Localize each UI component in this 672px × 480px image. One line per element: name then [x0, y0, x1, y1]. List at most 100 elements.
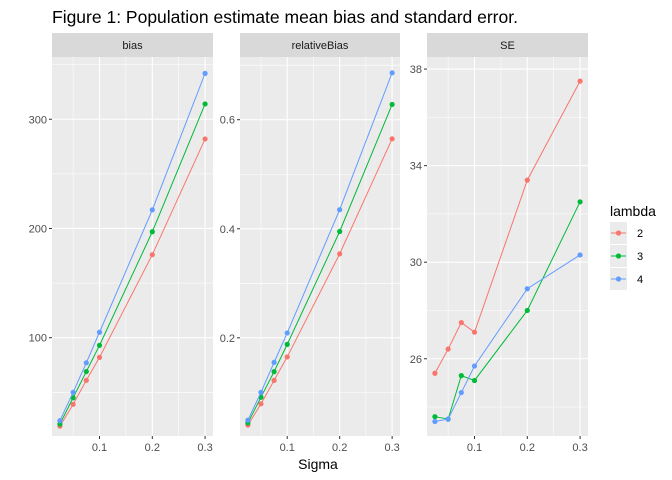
data-point [202, 101, 208, 107]
y-tick-label: 26 [410, 354, 422, 366]
facet-strip [240, 33, 400, 57]
x-tick-label: 0.2 [145, 442, 160, 454]
data-point [271, 369, 277, 375]
data-point [202, 136, 208, 142]
data-point [83, 368, 89, 375]
facets-layer: bias 100 200 300 0.1 0.2 0.3 relativeBias 0.2 0.4… [29, 33, 588, 454]
legend-key-point [615, 276, 622, 282]
series-4 [245, 70, 395, 423]
x-tick-label: 0.1 [280, 442, 295, 454]
data-point [445, 346, 451, 352]
data-point [96, 354, 103, 360]
data-point [432, 414, 438, 420]
series-line [59, 138, 206, 427]
facet-strip [52, 33, 213, 57]
series-4 [57, 70, 208, 424]
data-point [458, 389, 464, 396]
panel-background [427, 57, 588, 436]
x-tick-label: 0.2 [332, 442, 347, 454]
data-point [70, 401, 76, 407]
series-line [247, 104, 393, 424]
data-point [577, 78, 583, 84]
y-tick-label: 200 [29, 223, 47, 235]
legend-title: lambda [610, 203, 656, 219]
x-tick-label: 0.2 [520, 442, 535, 454]
x-axis-title: Sigma [298, 456, 338, 472]
x-tick-label: 0.1 [92, 442, 107, 454]
panel-background [52, 57, 213, 436]
data-point [149, 229, 155, 235]
x-tick-label: 0.3 [384, 442, 399, 454]
legend-label: 4 [637, 274, 643, 286]
data-point [577, 199, 583, 205]
x-tick-label: 0.1 [467, 442, 482, 454]
data-point [432, 370, 438, 376]
gridlines [240, 57, 400, 436]
data-point [458, 319, 464, 326]
legend-label: 2 [637, 228, 643, 240]
data-point [149, 207, 155, 213]
data-point [258, 389, 264, 395]
data-point [458, 373, 464, 379]
data-point [96, 342, 103, 348]
y-tick-label: 300 [29, 114, 47, 126]
facet-panel-SE: SE 26 30 34 38 0.1 0.2 0.3 [410, 33, 588, 454]
data-point [337, 228, 343, 235]
y-tick-label: 0.6 [220, 115, 235, 127]
y-tick-label: 30 [410, 257, 422, 269]
data-point [284, 354, 290, 360]
legend-key-point [615, 230, 622, 236]
legend-entry-4: 4 [610, 268, 643, 290]
facet-strip [427, 33, 588, 57]
y-tick-label: 0.2 [220, 333, 235, 345]
data-point [70, 389, 76, 395]
y-tick-label: 100 [29, 333, 47, 345]
data-point [337, 251, 343, 257]
series-line [434, 80, 581, 374]
facet-strip-label: bias [122, 40, 143, 52]
chart-title: Figure 1: Population estimate mean bias … [52, 7, 518, 27]
y-tick-label: 0.4 [220, 224, 235, 236]
legend: lambda 2 3 4 [610, 203, 656, 290]
series-line [247, 72, 393, 421]
series-line [59, 103, 206, 425]
data-point [524, 286, 530, 292]
legend-label: 3 [637, 251, 643, 263]
data-point [271, 377, 277, 383]
gridlines [52, 57, 213, 436]
data-point [524, 177, 530, 183]
facet-strip-label: relativeBias [292, 40, 349, 52]
series-3 [245, 101, 395, 426]
series-line [247, 138, 393, 426]
data-point [284, 330, 290, 336]
legend-entry-2: 2 [610, 222, 643, 244]
data-point [57, 418, 63, 424]
data-point [389, 136, 395, 142]
legend-entry-3: 3 [610, 245, 643, 267]
x-tick-label: 0.3 [572, 442, 587, 454]
data-point [471, 329, 478, 335]
data-point [284, 341, 290, 347]
data-point [83, 360, 89, 366]
facet-panel-relativeBias: relativeBias 0.2 0.4 0.6 0.1 0.2 0.3 [220, 33, 400, 454]
data-point [445, 416, 451, 422]
data-point [389, 70, 395, 76]
series-2 [57, 136, 208, 429]
data-point [471, 363, 478, 369]
data-point [577, 252, 583, 258]
data-point [83, 377, 89, 383]
data-point [271, 359, 277, 365]
data-point [70, 395, 76, 401]
gridlines [427, 57, 588, 436]
series-2 [432, 78, 583, 376]
x-tick-label: 0.3 [197, 442, 212, 454]
data-point [389, 101, 395, 108]
facet-strip-label: SE [500, 40, 515, 52]
data-point [149, 252, 155, 258]
legend-key-point [615, 253, 622, 259]
series-line [59, 73, 206, 421]
data-point [337, 207, 343, 213]
data-point [245, 417, 251, 423]
data-point [96, 329, 103, 335]
